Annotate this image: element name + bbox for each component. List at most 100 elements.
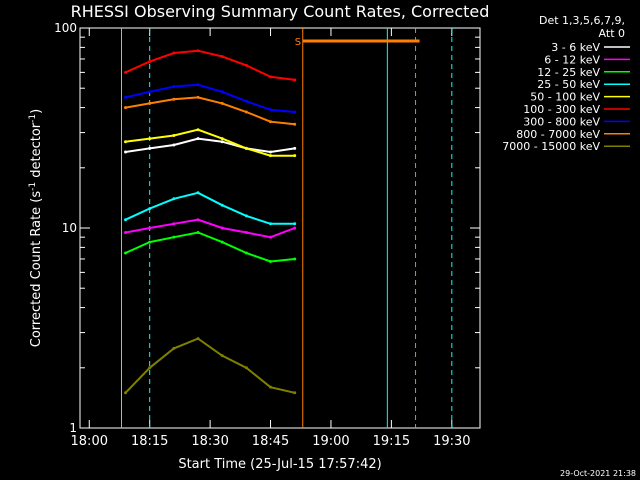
series-point [196,83,200,87]
series-point [148,137,152,141]
series-point [148,240,152,244]
series-line [124,337,295,394]
legend-entry: 100 - 300 keV [523,103,600,116]
series-point [148,226,152,230]
legend-entry: 300 - 800 keV [523,115,600,128]
series-point [196,191,200,195]
series-point [244,214,248,218]
series-point [269,385,273,389]
series-point [244,63,248,67]
series-point [196,337,200,341]
plot-area: 1 10 100 18:00 18:15 18:30 18:45 19:00 19:15 19:3… [54,21,481,449]
series-point [269,154,273,158]
x-tick-label: 18:15 [131,434,168,449]
x-tick-label: 18:45 [252,434,289,449]
series-point [220,240,224,244]
series-point [293,146,297,150]
series-point [172,84,176,88]
y-tick-label: 100 [54,21,77,35]
series-point [220,101,224,105]
series-point [124,230,128,234]
series-point [220,140,224,144]
series-point [148,59,152,63]
series-point [196,95,200,99]
legend-entry: 7000 - 15000 keV [502,140,600,153]
series-point [293,222,297,226]
y-tick-label: 1 [69,421,77,435]
series-point [220,203,224,207]
series-point [172,222,176,226]
series-point [293,154,297,158]
series-point [196,137,200,141]
series-point [293,122,297,126]
series-point [124,391,128,395]
series-point [172,97,176,101]
series-point [124,140,128,144]
series-line [125,231,295,263]
series-point [244,230,248,234]
series-line [125,128,295,157]
series-point [269,259,273,263]
y-axis-label-end: ) [29,109,44,114]
series-point [196,128,200,132]
series-point [220,137,224,141]
series-point [244,99,248,103]
legend-header: Att 0 [599,27,625,40]
series-line [125,218,296,239]
legend-entry: 6 - 12 keV [544,53,600,66]
y-axis-label-main: Corrected Count Rate (s [29,191,44,348]
series-point [293,391,297,395]
x-tick-label: 18:00 [71,434,108,449]
series-point [148,101,152,105]
series-point [269,235,273,239]
series-point [124,150,128,154]
series-point [172,197,176,201]
y-axis-label-exp2: -1 [28,114,38,123]
series-line [125,96,295,126]
timestamp: 29-Oct-2021 21:38 [560,469,636,478]
y-tick-label: 10 [62,221,77,235]
series-line [125,137,295,154]
series-line [125,191,295,225]
series-point [293,257,297,261]
series-point [269,108,273,112]
x-tick-label: 19:15 [373,434,410,449]
series-point [220,354,224,358]
series-point [293,226,297,230]
series-point [124,70,128,74]
series-line [125,49,295,81]
series-point [196,230,200,234]
x-tick-label: 19:30 [433,434,470,449]
series-point [244,251,248,255]
series-point [172,346,176,350]
series-point [124,218,128,222]
y-axis-label-mid: detector [29,122,44,182]
legend-entry: 800 - 7000 keV [516,128,600,141]
series-point [124,251,128,255]
series-point [269,222,273,226]
y-axis-label-exp1: -1 [28,182,38,191]
x-tick-label: 19:00 [312,434,349,449]
series-point [124,106,128,110]
series-point [244,110,248,114]
flag-label: S [295,37,301,48]
legend-entry: 25 - 50 keV [537,78,600,91]
series-point [172,134,176,138]
series-point [293,110,297,114]
chart-title: RHESSI Observing Summary Count Rates, Co… [71,2,490,21]
x-tick-label: 18:30 [191,434,228,449]
series-point [269,120,273,124]
series-point [124,95,128,99]
y-axis-label: Corrected Count Rate (s-1 detector-1) [28,109,44,347]
legend-entry: 50 - 100 keV [530,91,600,104]
series-point [269,75,273,79]
legend-header: Det 1,3,5,6,7,9, [539,14,625,27]
series-point [148,366,152,370]
series-point [148,90,152,94]
series-point [269,150,273,154]
series-point [220,90,224,94]
series-point [293,78,297,82]
x-axis-label: Start Time (25-Jul-15 17:57:42) [178,457,381,472]
